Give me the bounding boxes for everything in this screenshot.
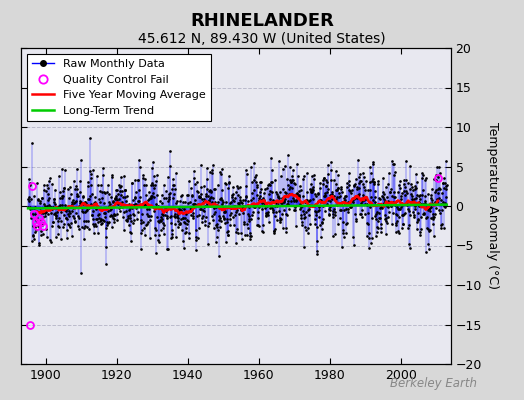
Text: RHINELANDER: RHINELANDER [190,12,334,30]
Text: Berkeley Earth: Berkeley Earth [390,377,477,390]
Y-axis label: Temperature Anomaly (°C): Temperature Anomaly (°C) [486,122,498,290]
Text: 45.612 N, 89.430 W (United States): 45.612 N, 89.430 W (United States) [138,32,386,46]
Legend: Raw Monthly Data, Quality Control Fail, Five Year Moving Average, Long-Term Tren: Raw Monthly Data, Quality Control Fail, … [27,54,212,121]
